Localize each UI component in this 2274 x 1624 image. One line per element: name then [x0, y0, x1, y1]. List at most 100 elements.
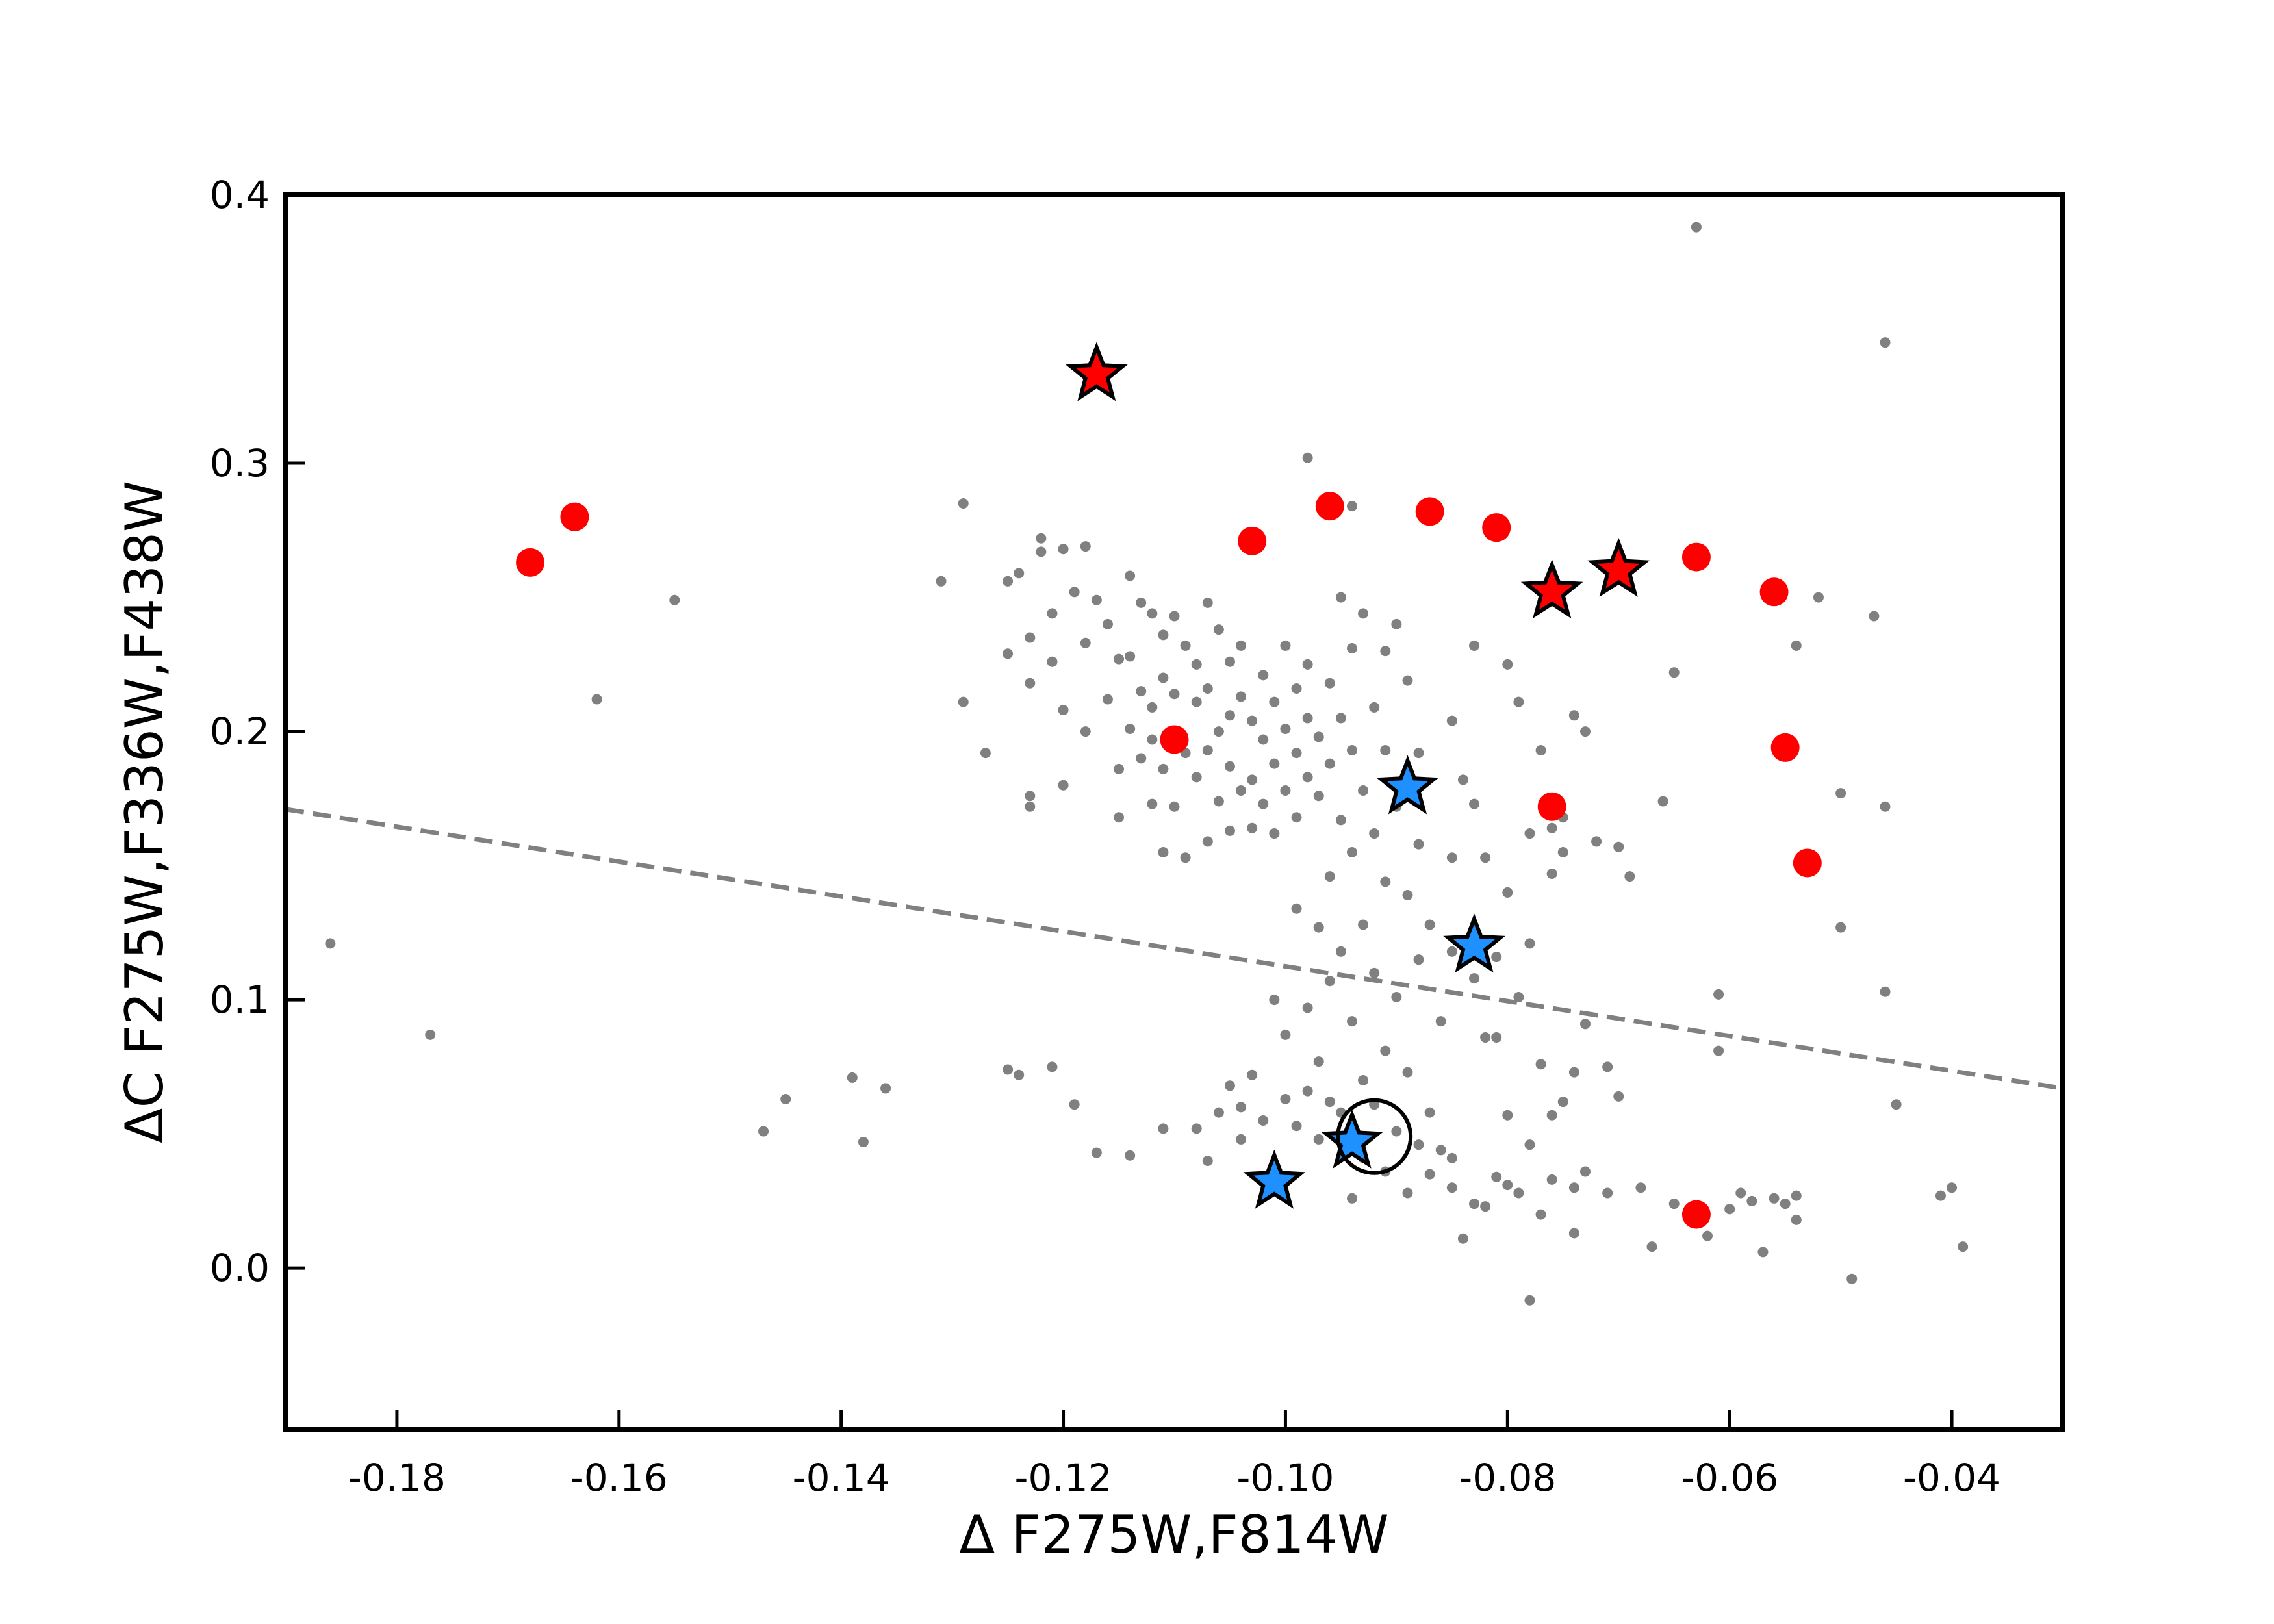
data-point — [1324, 871, 1335, 882]
data-point — [1236, 640, 1247, 651]
data-point — [1402, 1187, 1413, 1199]
data-point — [1935, 1190, 1946, 1201]
data-point — [1069, 587, 1080, 598]
data-point — [1791, 1214, 1802, 1225]
red-star-point — [1520, 559, 1583, 619]
data-point — [1568, 1067, 1579, 1078]
data-point — [1402, 890, 1413, 901]
data-point — [1813, 592, 1824, 603]
data-point — [1280, 1093, 1291, 1104]
data-point — [1546, 869, 1557, 879]
data-point — [1202, 745, 1213, 755]
data-point — [1435, 1145, 1446, 1156]
data-point — [1313, 1134, 1324, 1145]
data-point — [1025, 632, 1036, 643]
data-point — [1480, 1032, 1491, 1043]
data-point — [1469, 798, 1480, 809]
data-point — [1058, 544, 1069, 555]
plot-frame — [283, 192, 2065, 1432]
y-axis-label: ΔC F275W,F336W,F438W — [114, 481, 175, 1143]
data-point — [1313, 922, 1324, 933]
data-point — [1391, 1126, 1402, 1137]
data-point — [1402, 1067, 1413, 1078]
data-point — [1579, 1019, 1591, 1030]
data-point — [1125, 570, 1136, 581]
data-point — [1258, 798, 1269, 809]
data-point — [1469, 1199, 1480, 1210]
data-point — [1302, 772, 1313, 783]
data-point — [1224, 1080, 1235, 1091]
red-dot-point — [1681, 542, 1711, 572]
data-point — [1136, 753, 1147, 764]
data-point — [1579, 726, 1591, 737]
data-point — [1136, 686, 1147, 697]
data-point — [1347, 1016, 1357, 1027]
data-point — [1091, 594, 1102, 605]
data-point — [1846, 1273, 1858, 1284]
data-point — [1524, 1295, 1535, 1306]
points-layer — [325, 222, 1969, 1306]
data-point — [1668, 667, 1680, 678]
data-point — [1324, 758, 1335, 769]
data-point — [1391, 992, 1402, 1002]
series-open-circle — [1336, 1098, 1413, 1175]
data-point — [1147, 608, 1158, 619]
data-point — [1880, 986, 1891, 997]
data-point — [1169, 689, 1180, 700]
data-point — [1535, 1209, 1546, 1220]
data-point — [1524, 1139, 1535, 1150]
data-point — [1080, 541, 1091, 552]
data-point — [1557, 846, 1568, 857]
data-point — [1702, 1230, 1713, 1241]
data-point — [1269, 696, 1280, 707]
data-point — [1335, 713, 1346, 724]
data-point — [1247, 1069, 1258, 1080]
data-point — [1413, 1139, 1424, 1150]
data-point — [1191, 659, 1202, 670]
data-point — [1469, 640, 1480, 651]
x-axis-label: Δ F275W,F814W — [959, 1504, 1388, 1565]
data-point — [1147, 734, 1158, 745]
data-point — [1380, 1045, 1391, 1056]
data-point — [1125, 1150, 1136, 1161]
red-dot-point — [1759, 577, 1789, 607]
data-point — [1891, 1099, 1902, 1110]
data-point — [1202, 683, 1213, 694]
data-point — [1125, 651, 1136, 662]
data-point — [1524, 828, 1535, 839]
data-point — [1147, 798, 1158, 809]
data-point — [1457, 774, 1468, 785]
data-point — [1491, 1171, 1502, 1182]
data-point — [1446, 1182, 1457, 1193]
data-point — [1568, 1182, 1579, 1193]
data-point — [1513, 992, 1524, 1002]
data-point — [1003, 1064, 1014, 1075]
data-point — [1424, 919, 1435, 930]
data-point — [1202, 1155, 1213, 1166]
x-tick-label: -0.08 — [1459, 1456, 1556, 1500]
data-point — [1835, 788, 1846, 799]
x-tick-label: -0.04 — [1903, 1456, 2000, 1500]
data-point — [1169, 801, 1180, 812]
data-point — [1668, 1199, 1680, 1210]
x-tick-label: -0.14 — [793, 1456, 890, 1500]
red-dot-point — [1415, 497, 1444, 526]
data-point — [1724, 1204, 1735, 1215]
data-point — [1369, 967, 1380, 978]
data-point — [1524, 938, 1535, 949]
x-tick-label: -0.16 — [570, 1456, 668, 1500]
data-point — [1213, 726, 1224, 737]
data-point — [1291, 683, 1302, 694]
red-dot-point — [1681, 1200, 1711, 1229]
data-point — [1469, 973, 1480, 984]
data-point — [1791, 640, 1802, 651]
data-point — [1413, 839, 1424, 850]
data-point — [325, 938, 336, 949]
data-point — [1258, 1115, 1269, 1126]
data-point — [1502, 887, 1513, 898]
x-tick-label: -0.10 — [1236, 1456, 1334, 1500]
open-circle-marker — [1336, 1098, 1413, 1175]
blue-star-point — [1243, 1149, 1306, 1209]
red-dot-point — [1770, 733, 1800, 762]
